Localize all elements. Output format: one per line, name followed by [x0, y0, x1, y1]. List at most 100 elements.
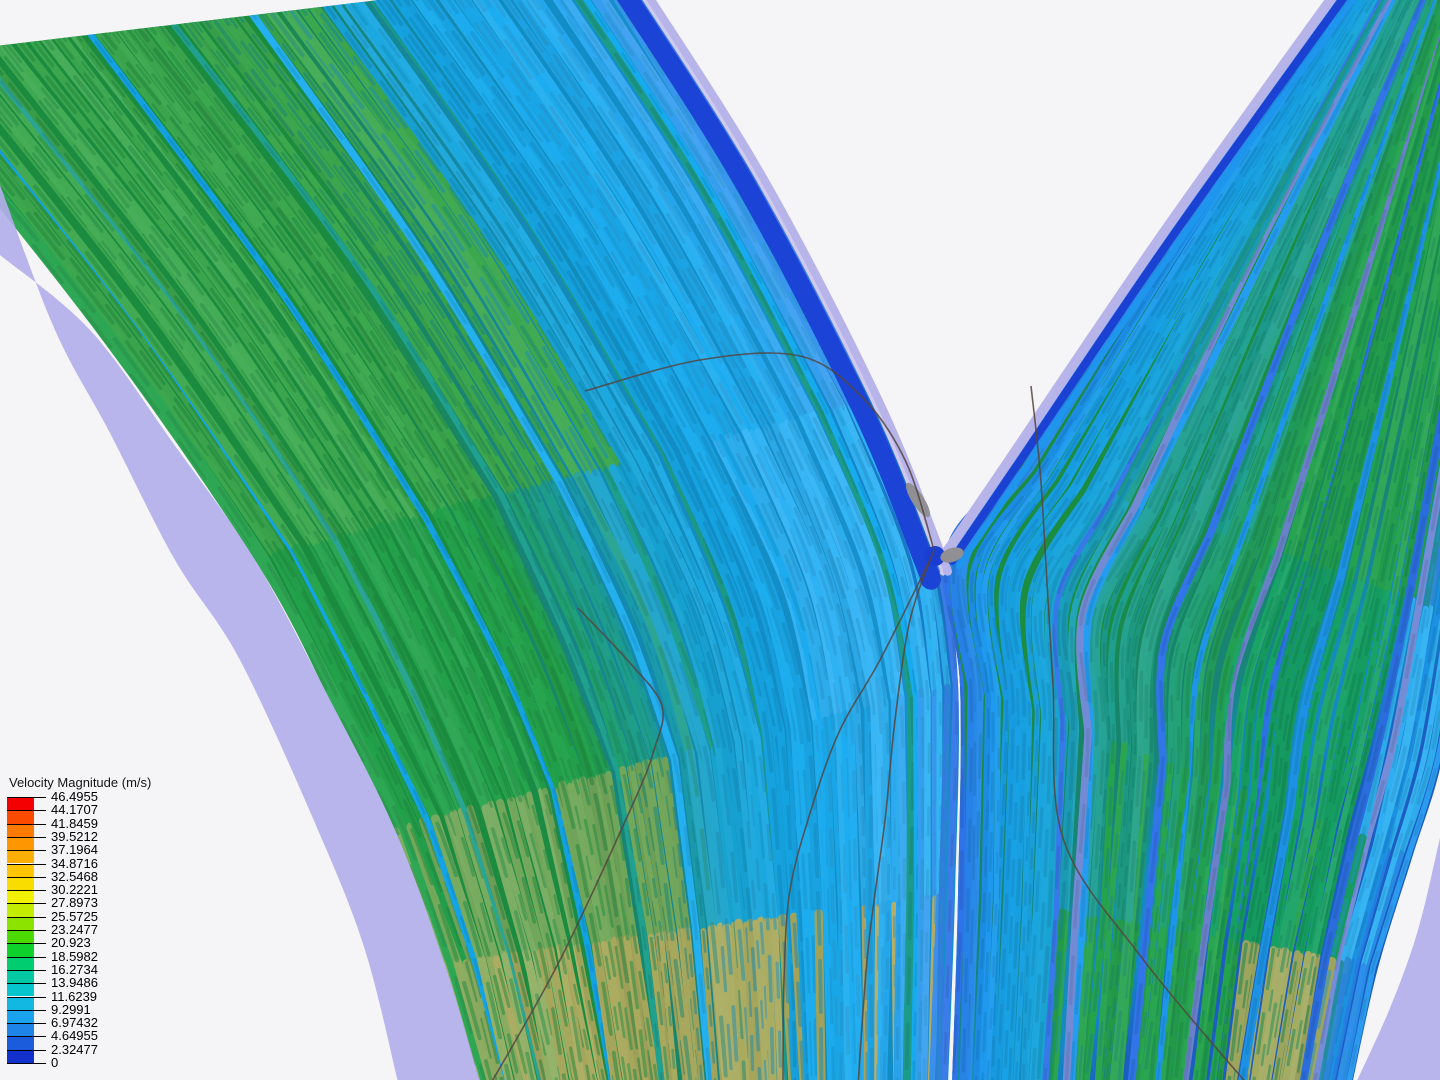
streamline-segment-shading: [33, 41, 579, 1080]
legend-tick: [7, 1049, 46, 1051]
streamline-segment-shading: [495, 0, 869, 1080]
streamline: [650, 452, 761, 741]
streamline-segment-shading: [1030, 0, 1391, 1080]
legend-band-cell: [7, 876, 34, 891]
legend-band-cell: [7, 890, 34, 904]
legend-tick-label: 6.97432: [51, 1015, 98, 1031]
streamline-segment-shading: [357, 0, 783, 1080]
streamline-segment-shading: [1320, 0, 1440, 1080]
legend-tick-label: 37.1964: [51, 842, 98, 858]
legend-tick-label: 16.2734: [51, 962, 98, 978]
streamline: [968, 470, 1042, 701]
streamline: [441, 506, 573, 789]
streamline: [567, 782, 607, 947]
streamline-segment-shading: [1258, 0, 1440, 1080]
legend-band-cell: [7, 797, 34, 811]
streamline-segment-shading: [395, 0, 806, 1080]
streamline-segment-shading: [1230, 0, 1440, 1080]
streamline-segment-shading: [1282, 0, 1440, 1080]
legend-tick-label: 30.2221: [51, 882, 98, 898]
streamline: [486, 495, 612, 778]
streamline-segment-shading: [238, 15, 704, 1080]
streamline: [828, 713, 845, 914]
streamline-segment-shading: [996, 0, 1376, 1080]
streamline-segment-shading: [571, 0, 920, 1080]
streamline: [1394, 611, 1440, 854]
gray-patch: [940, 547, 964, 563]
streamline-segment-shading: [0, 58, 489, 1080]
streamline-segment-shading: [1294, 0, 1440, 1080]
streamline: [1348, 844, 1389, 969]
legend-tick: [7, 836, 46, 838]
streamline-segment-shading: [192, 19, 677, 1080]
legend-tick: [7, 863, 46, 865]
legend-tick: [7, 1063, 46, 1064]
streamline: [920, 894, 931, 1080]
legend-tick: [7, 797, 46, 798]
streamline-segment-shading: [2, 44, 560, 1080]
streamline-segment-shading: [422, 0, 824, 1080]
streamline-segment-shading: [989, 0, 1372, 1080]
legend-band-cell: [7, 996, 34, 1010]
streamline-segment-shading: [552, 0, 907, 1080]
pipe-wall-left: [0, 185, 480, 1080]
streamline-segment-shading: [1096, 0, 1418, 1080]
streamline-segment-shading: [287, 6, 740, 1080]
streamline-segment-shading: [316, 7, 755, 1080]
legend-tick: [7, 1009, 46, 1011]
streamline: [1268, 0, 1440, 555]
legend-tick-label: 0: [51, 1055, 59, 1071]
streamline-segment-shading: [1325, 0, 1440, 1080]
streamline-segment-shading: [1239, 0, 1440, 1080]
legend-tick: [7, 876, 46, 878]
legend-band-cell: [7, 1009, 34, 1024]
streamline-segment-shading: [469, 0, 851, 1080]
legend-band-cell: [7, 930, 34, 944]
legend-band-cell: [7, 810, 34, 824]
streamline-segment-shading: [1251, 0, 1440, 1080]
streamline-segment-shading: [1117, 0, 1428, 1080]
streamline: [1039, 714, 1054, 913]
color-legend: Velocity Magnitude (m/s) 46.4955 44.1707 4…: [7, 775, 197, 1080]
legend-tick-label: 25.5725: [51, 908, 98, 924]
streamline-segment-shading: [228, 15, 702, 1080]
legend-tick: [7, 890, 46, 892]
streamline: [259, 552, 409, 835]
pipe-walls: [0, 185, 1440, 1080]
streamline-segment-shading: [598, 0, 939, 1080]
streamline-segment-shading: [514, 0, 881, 1080]
streamline: [1304, 823, 1337, 958]
legend-tick-label: 20.923: [51, 935, 91, 951]
streamline-segment-shading: [1111, 0, 1425, 1080]
streamline: [411, 516, 545, 795]
feature-edge-line: [857, 549, 935, 1080]
streamline: [819, 411, 916, 702]
streamline-segment-shading: [6, 44, 564, 1080]
streamline: [1373, 605, 1429, 848]
streamline-segment-shading: [417, 0, 819, 1080]
gray-patch: [906, 482, 930, 518]
streamline-segment-shading: [61, 35, 597, 1080]
legend-band-cell: [7, 1023, 34, 1037]
streamline-segment-shading: [1173, 0, 1440, 1080]
pipe-wall-bottom-right: [1357, 838, 1440, 1080]
streamline: [1335, 962, 1367, 1080]
streamline-segment-shading: [475, 0, 859, 1080]
vertex-gray-patches: [906, 482, 964, 563]
legend-tick: [7, 903, 46, 905]
streamline-segment-shading: [137, 27, 646, 1080]
legend-tick: [7, 943, 46, 945]
right-branch-streamlines: [942, 0, 1440, 1080]
streamline-segment-shading: [1178, 0, 1440, 1080]
streamline-segment-shading: [1312, 0, 1440, 1080]
streamline-segment-shading: [0, 53, 495, 1080]
feature-edge-line: [491, 607, 664, 1080]
streamline: [498, 492, 622, 775]
legend-tick: [7, 1023, 46, 1025]
streamline: [418, 516, 548, 794]
streamline: [915, 894, 927, 1080]
streamline-segment-shading: [1337, 0, 1440, 1080]
streamline-segment-shading: [0, 53, 501, 1080]
